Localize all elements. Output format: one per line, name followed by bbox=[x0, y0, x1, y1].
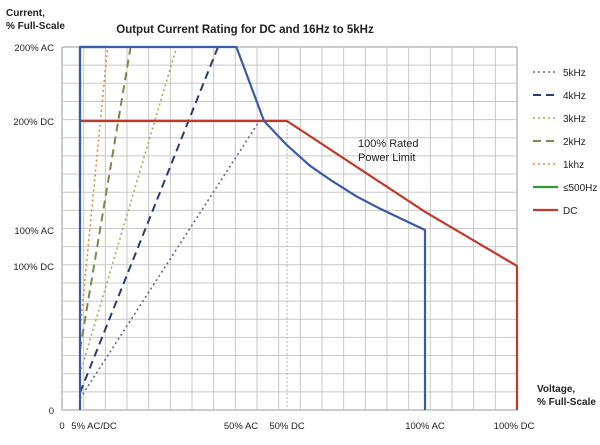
y-tick-label: 0 bbox=[49, 406, 54, 417]
y-tick-label: 200% DC bbox=[13, 117, 54, 128]
x-axis-title-line2: % Full-Scale bbox=[537, 397, 596, 408]
grid bbox=[61, 46, 518, 411]
legend-label-4: 1khz bbox=[563, 160, 584, 171]
y-axis-title-line2: % Full-Scale bbox=[6, 21, 65, 32]
chart-title: Output Current Rating for DC and 16Hz to… bbox=[116, 24, 374, 36]
power-limit-annotation-line1: 100% Rated bbox=[358, 138, 419, 150]
x-tick-labels: 0 5% AC/DC 50% AC 50% DC 100% AC 100% DC bbox=[59, 421, 534, 432]
legend-label-3: 2kHz bbox=[563, 137, 586, 148]
power-limit-annotation-line2: Power Limit bbox=[358, 152, 415, 164]
y-axis-title-line1: Current, bbox=[6, 8, 45, 19]
y-tick-label: 200% AC bbox=[14, 43, 54, 54]
legend: 5kHz 4kHz 3kHz 2kHz 1khz ≤500Hz DC bbox=[533, 68, 597, 217]
x-tick-label: 5% AC/DC bbox=[71, 421, 117, 432]
y-tick-labels: 0 100% DC 100% AC 200% DC 200% AC bbox=[13, 43, 54, 417]
legend-label-0: 5kHz bbox=[563, 68, 586, 79]
y-tick-label: 100% DC bbox=[13, 262, 54, 273]
legend-label-6: DC bbox=[563, 206, 577, 217]
y-tick-label: 100% AC bbox=[14, 226, 54, 237]
series-line-2 bbox=[79, 46, 178, 375]
x-tick-label: 50% AC bbox=[224, 421, 258, 432]
series-line-6 bbox=[80, 119, 519, 410]
series-layer bbox=[78, 45, 519, 410]
x-tick-label: 50% DC bbox=[269, 421, 305, 432]
legend-label-2: 3kHz bbox=[563, 114, 586, 125]
series-line-0 bbox=[79, 120, 261, 399]
x-tick-label: 100% DC bbox=[494, 421, 535, 432]
legend-label-1: 4kHz bbox=[563, 91, 586, 102]
legend-label-5: ≤500Hz bbox=[563, 183, 597, 194]
x-tick-label: 0 bbox=[59, 421, 64, 432]
x-axis-title-line1: Voltage, bbox=[537, 384, 575, 395]
ac-limit-line bbox=[78, 45, 427, 410]
x-tick-label: 100% AC bbox=[405, 421, 445, 432]
series-line-1 bbox=[79, 46, 219, 394]
